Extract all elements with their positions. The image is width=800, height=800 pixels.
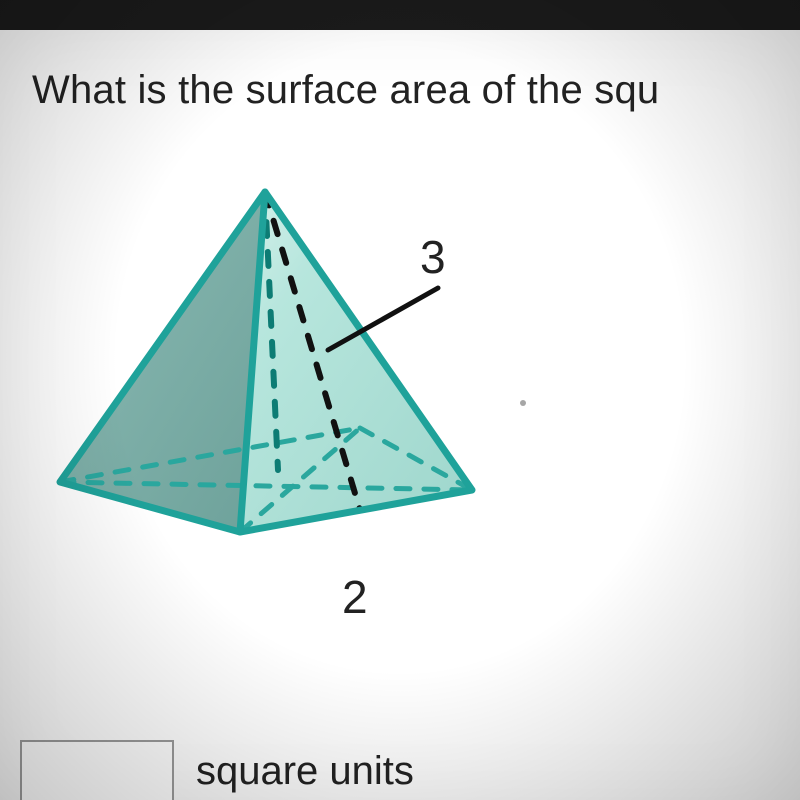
- photo-speck: [520, 400, 526, 406]
- screenshot-frame: What is the surface area of the squ: [0, 0, 800, 800]
- base-edge-label: 2: [342, 570, 368, 624]
- device-top-bar: [0, 0, 800, 30]
- pyramid-diagram: [40, 180, 540, 600]
- slant-height-label: 3: [420, 230, 446, 284]
- answer-input[interactable]: [20, 740, 174, 800]
- worksheet-page: What is the surface area of the squ: [0, 30, 800, 800]
- answer-units-label: square units: [196, 749, 414, 794]
- answer-row: square units: [20, 740, 414, 800]
- question-text: What is the surface area of the squ: [32, 68, 659, 113]
